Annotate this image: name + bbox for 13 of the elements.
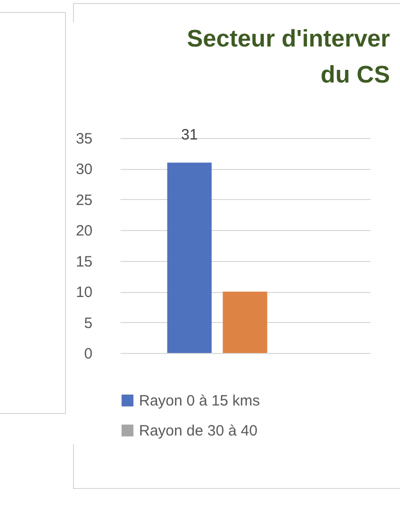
text: du CS	[320, 62, 390, 89]
y-tick-label: 25	[76, 192, 92, 209]
y-tick-label: 10	[76, 284, 92, 302]
data-label: 31	[181, 126, 198, 144]
y-tick-label: 35	[76, 130, 92, 148]
y-tick-label: 0	[84, 346, 92, 362]
y-tick-label: 20	[76, 222, 92, 240]
text: Secteur d'interver	[186, 26, 390, 53]
legend-label: Rayon de 30 à 40	[139, 422, 258, 440]
y-tick-label: 5	[84, 314, 92, 332]
y-tick-label: 30	[76, 161, 92, 178]
y-tick-label: 15	[76, 253, 92, 270]
legend-label: Rayon 0 à 15 kms	[139, 392, 260, 410]
